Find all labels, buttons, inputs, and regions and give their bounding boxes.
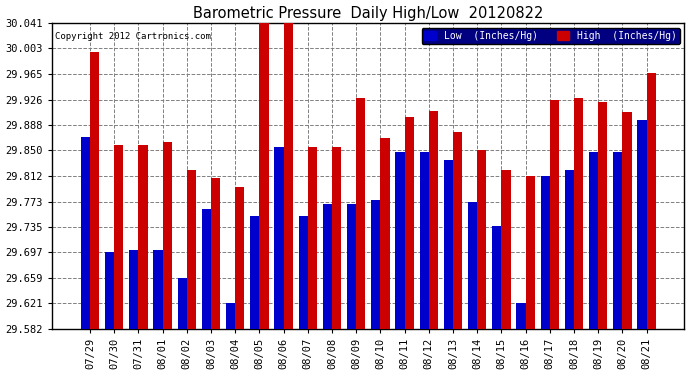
Bar xyxy=(477,150,486,329)
Bar xyxy=(201,209,211,329)
Bar xyxy=(453,132,462,329)
Bar xyxy=(81,137,90,329)
Bar xyxy=(468,202,477,329)
Bar xyxy=(622,112,631,329)
Bar xyxy=(550,100,559,329)
Bar xyxy=(647,73,656,329)
Bar xyxy=(356,99,366,329)
Bar xyxy=(502,171,511,329)
Bar xyxy=(613,152,622,329)
Bar xyxy=(308,147,317,329)
Bar xyxy=(250,216,259,329)
Bar xyxy=(428,111,438,329)
Bar xyxy=(90,53,99,329)
Bar xyxy=(564,171,574,329)
Bar xyxy=(444,160,453,329)
Bar xyxy=(187,171,196,329)
Bar xyxy=(259,23,268,329)
Bar xyxy=(105,252,115,329)
Bar xyxy=(153,251,163,329)
Bar xyxy=(226,303,235,329)
Bar xyxy=(139,145,148,329)
Bar xyxy=(115,145,124,329)
Bar xyxy=(574,99,583,329)
Bar xyxy=(275,147,284,329)
Bar xyxy=(163,142,172,329)
Bar xyxy=(235,187,244,329)
Bar xyxy=(323,204,332,329)
Bar xyxy=(492,226,502,329)
Bar xyxy=(299,216,308,329)
Bar xyxy=(211,178,220,329)
Text: Copyright 2012 Cartronics.com: Copyright 2012 Cartronics.com xyxy=(55,32,211,41)
Bar xyxy=(371,201,380,329)
Bar xyxy=(347,204,356,329)
Bar xyxy=(526,176,535,329)
Bar xyxy=(420,152,428,329)
Bar xyxy=(638,120,647,329)
Bar xyxy=(129,251,139,329)
Bar xyxy=(284,23,293,329)
Bar xyxy=(395,152,404,329)
Bar xyxy=(589,152,598,329)
Bar xyxy=(380,138,390,329)
Bar xyxy=(404,117,414,329)
Bar xyxy=(177,278,187,329)
Bar xyxy=(598,102,607,329)
Bar xyxy=(540,176,550,329)
Bar xyxy=(516,303,526,329)
Legend: Low  (Inches/Hg), High  (Inches/Hg): Low (Inches/Hg), High (Inches/Hg) xyxy=(422,28,680,44)
Title: Barometric Pressure  Daily High/Low  20120822: Barometric Pressure Daily High/Low 20120… xyxy=(193,6,544,21)
Bar xyxy=(332,147,341,329)
